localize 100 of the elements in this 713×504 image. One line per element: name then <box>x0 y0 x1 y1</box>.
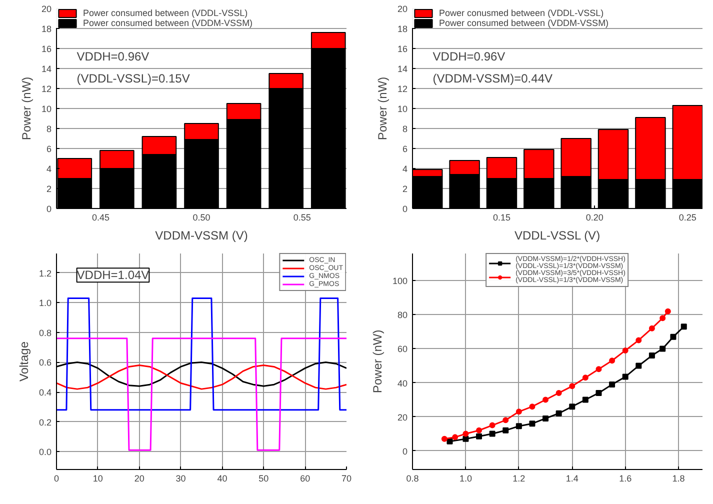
point <box>516 423 522 430</box>
y-tick-label: 60 <box>397 344 408 354</box>
y-tick-label: 0 <box>402 204 408 214</box>
x-axis-title: VDDL-VSSL (V) <box>514 228 600 242</box>
point <box>582 374 588 381</box>
x-tick-label: 0.20 <box>586 212 604 222</box>
x-tick-label: 50 <box>258 474 269 484</box>
point <box>609 358 616 364</box>
point <box>502 427 509 434</box>
point <box>664 308 671 314</box>
point <box>476 433 482 440</box>
x-tick-label: 1.6 <box>619 474 632 484</box>
point <box>680 324 687 330</box>
point <box>596 390 602 396</box>
y-tick-label: 4 <box>46 164 52 174</box>
y-tick-label: 16 <box>397 44 408 54</box>
y-tick-label: 10 <box>41 104 52 114</box>
point <box>462 436 469 442</box>
x-tick-label: 0.25 <box>678 212 696 222</box>
y-tick-label: 4 <box>402 164 408 174</box>
point <box>648 325 655 332</box>
point <box>556 390 562 396</box>
point <box>452 434 458 440</box>
point <box>609 381 616 388</box>
y-tick-label: 6 <box>402 144 408 154</box>
x-tick-label: 1.4 <box>566 474 578 484</box>
y-tick-label: 0.2 <box>38 417 52 428</box>
y-tick-label: 20 <box>397 412 408 422</box>
point <box>622 374 628 380</box>
x-tick-label: 0 <box>54 474 60 484</box>
y-tick-label: 20 <box>41 4 52 14</box>
point <box>529 420 536 427</box>
point <box>502 417 509 424</box>
x-tick-label: 40 <box>217 474 228 484</box>
point <box>636 362 642 369</box>
y-tick-label: 40 <box>397 378 408 388</box>
y-tick-label: 2 <box>46 184 52 194</box>
y-tick-label: 10 <box>397 104 408 114</box>
legend-label: Power conusmed between (VDDL-VSSL) <box>439 8 604 18</box>
point <box>622 347 628 354</box>
x-tick-label: 0.55 <box>293 212 311 222</box>
x-tick-label: 1.8 <box>672 474 685 484</box>
y-tick-label: 12 <box>397 84 408 94</box>
y-tick-label: 1.2 <box>38 268 52 278</box>
point <box>670 334 676 340</box>
point <box>529 404 536 410</box>
y-axis-title: Power (nW) <box>19 76 34 140</box>
x-tick-label: 20 <box>134 474 144 484</box>
y-tick-label: 12 <box>41 84 52 94</box>
y-axis-title: Power (nW) <box>375 76 390 140</box>
annotation: (VDDM-VSSM)=0.44V <box>432 72 553 86</box>
x-tick-label: 30 <box>176 474 186 484</box>
point <box>582 396 588 403</box>
point <box>489 422 496 428</box>
point <box>569 404 576 410</box>
y-tick-label: 16 <box>41 44 52 54</box>
y-tick-label: 8 <box>46 124 52 134</box>
y-tick-label: 100 <box>392 276 408 286</box>
point <box>462 430 469 437</box>
x-tick-label: 1.0 <box>459 474 472 484</box>
point <box>660 346 666 352</box>
annotation: VDDH=0.96V <box>432 50 506 64</box>
point <box>660 315 666 322</box>
legend-label: Power consumed between (VDDM-VSSM) <box>439 18 609 28</box>
legend-label: Power consumed between (VDDM-VSSM) <box>83 18 253 28</box>
y-tick-label: 0.0 <box>38 447 52 458</box>
point <box>489 430 496 437</box>
y-tick-label: 14 <box>397 64 408 74</box>
y-axis-title: Power (nW) <box>370 330 384 394</box>
point <box>446 438 453 444</box>
point <box>596 366 602 372</box>
y-tick-label: 18 <box>41 24 52 34</box>
y-tick-label: 0 <box>402 446 408 456</box>
x-tick-label: 70 <box>341 474 352 484</box>
y-tick-label: 20 <box>397 4 408 14</box>
x-tick-label: 0.50 <box>192 212 210 222</box>
x-axis-title: VDDM-VSSM (V) <box>155 228 248 242</box>
point <box>636 337 642 344</box>
x-tick-label: 60 <box>300 474 310 484</box>
point <box>542 396 549 403</box>
x-tick-label: 1.2 <box>512 474 526 484</box>
y-tick-label: 0.8 <box>38 328 52 338</box>
x-tick-label: 0.45 <box>92 212 110 222</box>
annotation: (VDDL-VSSL)=0.15V <box>76 72 190 86</box>
legend-label: Power consumed between (VDDL-VSSL) <box>83 8 248 18</box>
annotation: VDDH=0.96V <box>76 50 150 64</box>
point <box>476 427 482 434</box>
y-tick-label: 2 <box>402 184 408 194</box>
y-axis-title: Voltage <box>16 341 31 382</box>
point <box>441 436 448 442</box>
x-tick-label: 0.15 <box>492 212 511 222</box>
y-tick-label: 80 <box>397 310 408 320</box>
x-tick-label: 10 <box>92 474 103 484</box>
y-tick-label: 0 <box>46 204 52 214</box>
y-tick-label: 6 <box>46 144 52 154</box>
y-tick-label: 0.4 <box>38 388 52 398</box>
y-tick-label: 8 <box>402 124 408 134</box>
point <box>556 410 562 416</box>
y-tick-label: 18 <box>397 24 408 34</box>
y-tick-label: 0.6 <box>38 358 52 368</box>
